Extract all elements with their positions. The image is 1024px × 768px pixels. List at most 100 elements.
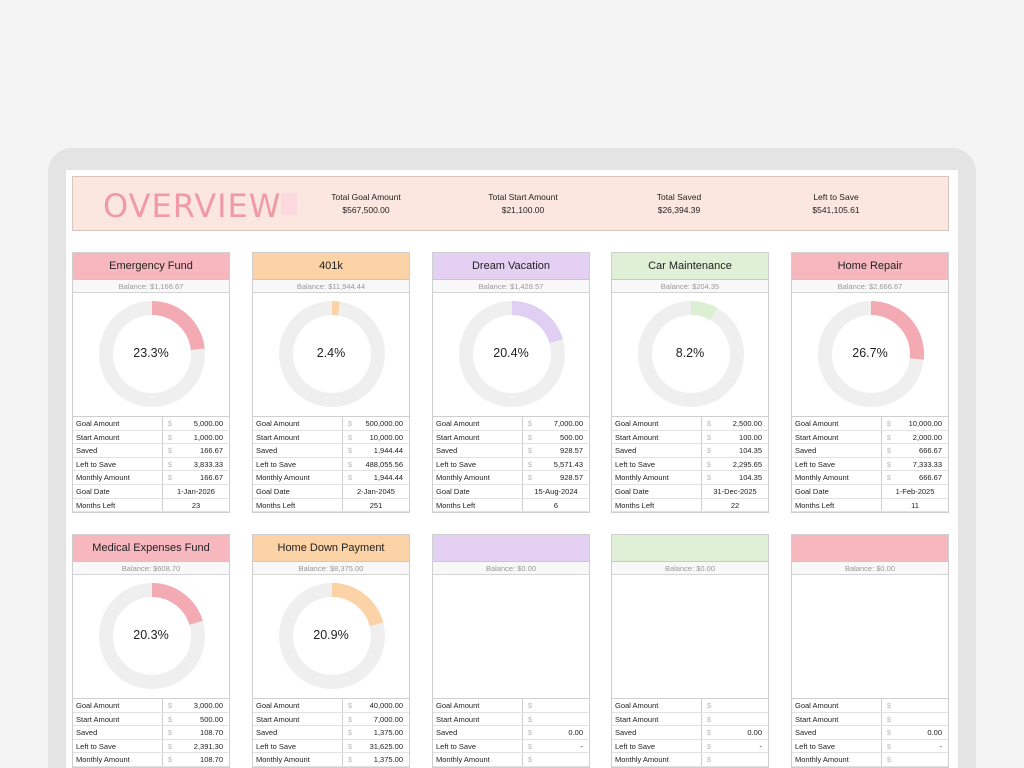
- fund-details-table: Goal Amount $ Start Amount $ Saved $0.00 Left …: [612, 698, 768, 767]
- row-value[interactable]: 251: [369, 500, 383, 510]
- row-value[interactable]: 31,625.00: [369, 741, 403, 751]
- row-value[interactable]: [537, 753, 589, 766]
- currency-symbol: $: [706, 755, 712, 765]
- fund-row-monthly-amount: Monthly Amount $108.70: [73, 753, 229, 767]
- progress-percent: 23.3%: [133, 346, 169, 360]
- row-value[interactable]: 166.67: [200, 446, 223, 456]
- row-value[interactable]: 2,295.65: [732, 459, 762, 469]
- row-value[interactable]: 1,944.44: [373, 446, 403, 456]
- currency-symbol: $: [706, 432, 712, 442]
- fund-row-goal-amount: Goal Amount $: [612, 699, 768, 713]
- row-value[interactable]: [716, 753, 768, 766]
- row-value[interactable]: 0.00: [927, 728, 942, 738]
- row-label: Goal Date: [253, 484, 343, 498]
- row-value[interactable]: 928.57: [560, 473, 583, 483]
- row-value[interactable]: 11: [911, 500, 919, 510]
- row-value[interactable]: 10,000.00: [369, 432, 403, 442]
- row-value[interactable]: 2,000.00: [912, 432, 942, 442]
- row-value[interactable]: 500.00: [200, 714, 223, 724]
- fund-row-left-to-save: Left to Save $ -: [792, 739, 948, 754]
- row-value[interactable]: 108.70: [200, 728, 223, 738]
- row-value[interactable]: [537, 713, 589, 726]
- row-value[interactable]: -: [580, 741, 584, 751]
- row-value[interactable]: 166.67: [200, 473, 223, 483]
- row-label: Left to Save: [253, 739, 343, 753]
- row-value[interactable]: 1-Jan-2026: [177, 486, 215, 496]
- row-value[interactable]: 0.00: [568, 728, 583, 738]
- currency-symbol: $: [886, 473, 892, 483]
- fund-row-left-to-save: Left to Save $7,333.33: [792, 457, 948, 472]
- row-value[interactable]: [537, 699, 589, 712]
- row-value[interactable]: 2,391.30: [193, 741, 223, 751]
- fund-row-start-amount: Start Amount $500.00: [433, 430, 589, 445]
- row-value[interactable]: 104.35: [739, 446, 762, 456]
- row-label: Start Amount: [792, 712, 882, 726]
- progress-percent: 20.3%: [133, 628, 169, 642]
- row-value[interactable]: 31-Dec-2025: [713, 486, 757, 496]
- row-value[interactable]: 3,000.00: [193, 701, 223, 710]
- row-value[interactable]: 7,333.33: [912, 459, 942, 469]
- row-value[interactable]: [896, 753, 948, 766]
- fund-row-months-left: Months Left 6: [433, 498, 589, 513]
- row-value[interactable]: 6: [553, 500, 559, 510]
- fund-card: Dream Vacation Balance: $1,428.57 20.4% Goa…: [432, 252, 590, 514]
- row-value[interactable]: 500,000.00: [365, 419, 403, 428]
- fund-row-months-left: Months Left 251: [253, 498, 409, 513]
- fund-details-table: Goal Amount $ Start Amount $ Saved $0.00 Left …: [792, 698, 948, 767]
- row-value[interactable]: 1-Feb-2025: [895, 486, 935, 496]
- fund-balance: Balance: $204.35: [612, 280, 768, 293]
- row-value[interactable]: 666.67: [919, 473, 942, 483]
- row-label: Left to Save: [73, 457, 163, 471]
- row-value[interactable]: 22: [730, 500, 740, 510]
- row-label: Left to Save: [433, 739, 523, 753]
- row-value[interactable]: [896, 699, 948, 712]
- row-value[interactable]: [716, 713, 768, 726]
- row-value[interactable]: 40,000.00: [369, 701, 403, 710]
- row-value[interactable]: 1,375.00: [373, 755, 403, 765]
- row-value[interactable]: 7,000.00: [373, 714, 403, 724]
- row-value[interactable]: 1,944.44: [373, 473, 403, 483]
- row-value[interactable]: 100.00: [739, 432, 762, 442]
- currency-symbol: $: [347, 459, 353, 469]
- row-value[interactable]: 15-Aug-2024: [534, 486, 578, 496]
- row-value[interactable]: 23: [191, 500, 201, 510]
- row-value[interactable]: -: [939, 741, 943, 751]
- row-value[interactable]: 500.00: [560, 432, 583, 442]
- progress-percent: 2.4%: [316, 346, 346, 360]
- row-value[interactable]: 1,000.00: [193, 432, 223, 442]
- row-value[interactable]: 0.00: [747, 728, 762, 738]
- currency-symbol: $: [886, 701, 892, 710]
- overview-banner: OVERVIEW Total Goal Amount $567,500.00 T…: [72, 176, 949, 231]
- currency-symbol: $: [527, 473, 533, 483]
- row-value[interactable]: 10,000.00: [908, 419, 942, 428]
- row-value[interactable]: 2,500.00: [732, 419, 762, 428]
- currency-symbol: $: [167, 741, 173, 751]
- row-value[interactable]: 2-Jan-2045: [357, 486, 395, 496]
- row-value[interactable]: -: [759, 741, 763, 751]
- currency-symbol: $: [886, 459, 892, 469]
- row-value[interactable]: 928.57: [560, 446, 583, 456]
- fund-row-saved: Saved $666.67: [792, 444, 948, 458]
- row-value[interactable]: 1,375.00: [373, 728, 403, 738]
- row-value[interactable]: 5,571.43: [553, 459, 583, 469]
- fund-card-title: Car Maintenance: [612, 253, 768, 280]
- row-label: Saved: [612, 444, 702, 457]
- progress-donut-chart: [612, 575, 768, 698]
- row-value[interactable]: 666.67: [919, 446, 942, 456]
- currency-symbol: $: [706, 419, 712, 428]
- row-label: Saved: [433, 444, 523, 457]
- fund-row-start-amount: Start Amount $100.00: [612, 430, 768, 445]
- row-value[interactable]: 5,000.00: [193, 419, 223, 428]
- row-value[interactable]: 3,833.33: [193, 459, 223, 469]
- fund-balance: Balance: $0.00: [792, 562, 948, 575]
- currency-symbol: $: [706, 701, 712, 710]
- row-value[interactable]: [716, 699, 768, 712]
- fund-balance: Balance: $0.00: [612, 562, 768, 575]
- row-value[interactable]: 7,000.00: [553, 419, 583, 428]
- row-value[interactable]: 108.70: [200, 755, 223, 765]
- row-value[interactable]: 104.35: [739, 473, 762, 483]
- fund-row-start-amount: Start Amount $7,000.00: [253, 712, 409, 727]
- row-value[interactable]: 488,055.56: [365, 459, 403, 469]
- row-value[interactable]: [896, 713, 948, 726]
- row-label: Start Amount: [73, 430, 163, 444]
